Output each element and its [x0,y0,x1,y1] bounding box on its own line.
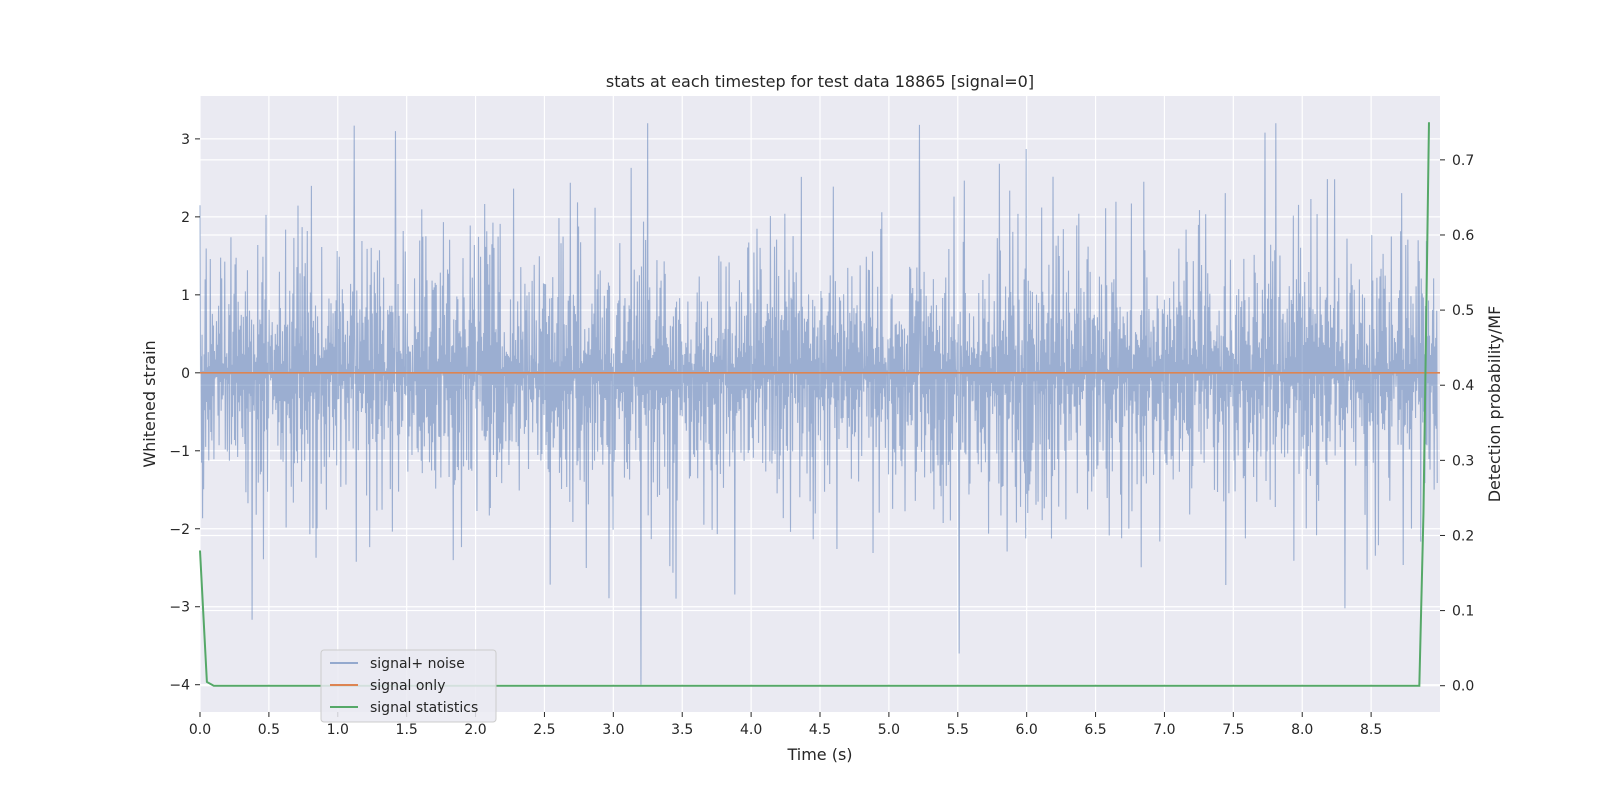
x-tick-label: 7.0 [1153,722,1175,738]
x-tick-label: 6.5 [1084,722,1106,738]
line-series [199,122,1440,687]
y-tick-label: 2 [181,210,190,226]
ticks: 0.0 0.5 1.0 1.5 2.0 2.5 3.0 3.5 4.0 4.5 5.0 5.5 6.0 6… [169,132,1474,738]
y2-axis-title: Detection probability/MF [1485,306,1504,503]
y2-tick-label: 0.2 [1452,528,1474,544]
y2-tick-label: 0.7 [1452,153,1474,169]
legend-label-signal-only: signal only [370,678,445,694]
y2-tick-label: 0.5 [1452,303,1474,319]
legend: signal+ noise signal only signal statist… [320,649,497,723]
x-tick-label: 4.0 [740,722,762,738]
x-tick-label: 1.5 [396,722,418,738]
x-tick-label: 0.5 [258,722,280,738]
y-tick-label: −4 [169,678,190,694]
y-tick-label: −2 [169,522,190,538]
y2-tick-label: 0.4 [1452,378,1474,394]
x-tick-label: 3.5 [671,722,693,738]
y-tick-label: 1 [181,288,190,304]
legend-label-signal-statistics: signal statistics [370,700,478,716]
legend-box [320,649,497,723]
series-line-signal-noise [199,123,1438,685]
x-axis-title: Time (s) [786,745,852,764]
y2-tick-label: 0.6 [1452,228,1474,244]
y2-tick-label: 0.0 [1452,679,1474,695]
x-tick-label: 6.0 [1016,722,1038,738]
x-tick-label: 0.0 [189,722,211,738]
x-tick-label: 4.5 [809,722,831,738]
y-tick-label: 0 [181,366,190,382]
x-tick-label: 5.0 [878,722,900,738]
x-tick-label: 3.0 [602,722,624,738]
legend-label-signal-noise: signal+ noise [370,656,465,672]
y2-tick-label: 0.1 [1452,604,1474,620]
x-tick-label: 7.5 [1222,722,1244,738]
series-line-signal-statistics [199,122,1430,687]
y-tick-label: −1 [169,444,190,460]
x-tick-label: 5.5 [947,722,969,738]
y-axis-title: Whitened strain [140,340,159,467]
x-tick-label: 2.0 [464,722,486,738]
x-tick-label: 2.5 [533,722,555,738]
signal-noise-series [199,123,1438,685]
y2-tick-label: 0.3 [1452,453,1474,469]
chart-title: stats at each timestep for test data 188… [606,72,1034,91]
y-tick-label: 3 [181,132,190,148]
y-tick-label: −3 [169,600,190,616]
x-tick-label: 1.0 [327,722,349,738]
x-tick-label: 8.5 [1360,722,1382,738]
x-tick-label: 8.0 [1291,722,1313,738]
